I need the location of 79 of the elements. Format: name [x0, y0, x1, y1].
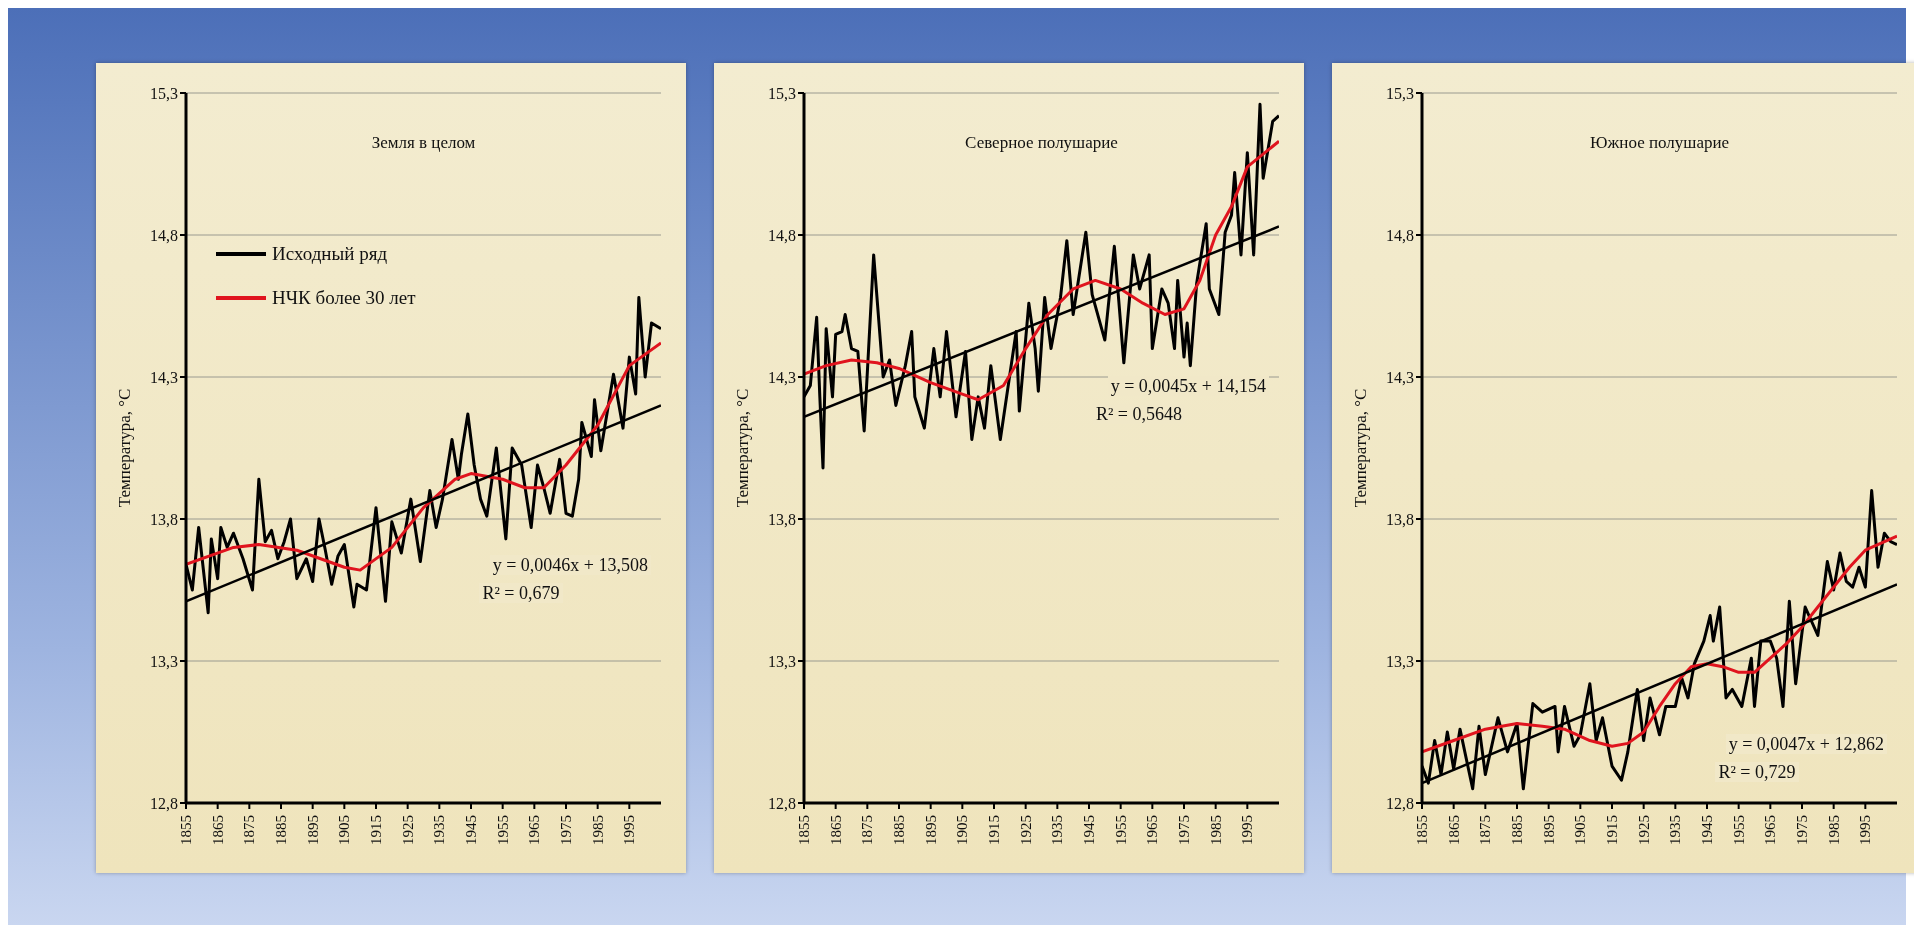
x-tick-label: 1985 [1825, 815, 1842, 845]
legend-label: Исходный ряд [272, 243, 388, 265]
annotation: R² = 0,729 [1715, 762, 1799, 783]
x-tick-label: 1875 [859, 815, 876, 845]
y-tick-label: 12,8 [150, 794, 178, 812]
x-tick-label: 1985 [589, 815, 606, 845]
x-tick-label: 1915 [986, 815, 1002, 845]
text: Земля в целом [370, 133, 477, 153]
x-tick-label: 1885 [1509, 815, 1525, 845]
x-tick-label: 1925 [1017, 815, 1034, 845]
x-tick-label: 1895 [304, 815, 321, 845]
y-axis-title: Температура, °С [115, 388, 135, 508]
y-tick-label: 14,8 [768, 226, 796, 244]
x-tick-label: 1975 [1794, 815, 1810, 845]
x-tick-label: 1945 [1081, 815, 1097, 845]
x-tick-label: 1895 [1540, 815, 1557, 845]
y-tick-label: 15,3 [768, 84, 796, 102]
x-tick-label: 1915 [368, 815, 384, 845]
x-tick-label: 1965 [1762, 815, 1779, 845]
x-tick-label: 1955 [1730, 815, 1747, 845]
x-tick-label: 1935 [1667, 815, 1684, 845]
text: Южное полушарие [1588, 133, 1731, 153]
y-tick-label: 13,8 [768, 510, 796, 528]
x-tick-label: 1855 [796, 815, 812, 845]
x-tick-label: 1945 [463, 815, 479, 845]
x-tick-label: 1905 [954, 815, 971, 845]
y-tick-label: 14,3 [768, 368, 796, 386]
x-tick-label: 1965 [526, 815, 543, 845]
x-tick-label: 1895 [922, 815, 939, 845]
x-tick-label: 1905 [1572, 815, 1589, 845]
y-tick-label: 13,3 [768, 652, 796, 670]
y-tick-label: 14,3 [150, 368, 178, 386]
x-tick-label: 1935 [431, 815, 448, 845]
x-tick-label: 1975 [1176, 815, 1192, 845]
x-tick-label: 1855 [178, 815, 194, 845]
x-tick-label: 1975 [558, 815, 574, 845]
x-tick-label: 1935 [1049, 815, 1066, 845]
y-tick-label: 12,8 [1386, 794, 1414, 812]
annotation: R² = 0,679 [479, 583, 563, 604]
line-series [1422, 534, 1897, 754]
text: Северное полушарие [964, 133, 1119, 153]
x-tick-label: 1885 [273, 815, 289, 845]
x-tick-label: 1875 [241, 815, 258, 845]
annotation: y = 0,0045x + 14,154 [1107, 376, 1269, 397]
y-axis-title: Температура, °С [1351, 388, 1371, 508]
x-tick-label: 1885 [891, 815, 907, 845]
x-tick-label: 1865 [827, 815, 844, 845]
x-tick-label: 1955 [494, 815, 511, 845]
y-tick-label: 13,8 [1386, 510, 1414, 528]
x-tick-label: 1925 [399, 815, 416, 845]
annotation: y = 0,0046x + 13,508 [489, 555, 651, 576]
annotation: y = 0,0047x + 12,862 [1725, 734, 1887, 755]
x-tick-label: 1865 [1445, 815, 1462, 845]
y-tick-label: 14,8 [150, 226, 178, 244]
x-tick-label: 1925 [1635, 815, 1652, 845]
line-series [804, 139, 1279, 402]
x-tick-label: 1905 [336, 815, 353, 845]
y-tick-label: 15,3 [150, 84, 178, 102]
x-tick-label: 1875 [1477, 815, 1494, 845]
y-tick-label: 12,8 [768, 794, 796, 812]
x-tick-label: 1995 [1239, 815, 1256, 845]
y-tick-label: 13,3 [150, 652, 178, 670]
y-tick-label: 14,3 [1386, 368, 1414, 386]
y-tick-label: 14,8 [1386, 226, 1414, 244]
x-tick-label: 1915 [1604, 815, 1620, 845]
annotation: R² = 0,5648 [1092, 404, 1186, 425]
y-axis-title: Температура, °С [733, 388, 753, 508]
x-tick-label: 1955 [1112, 815, 1129, 845]
x-tick-label: 1985 [1207, 815, 1224, 845]
x-tick-label: 1945 [1699, 815, 1715, 845]
y-tick-label: 15,3 [1386, 84, 1414, 102]
y-tick-label: 13,8 [150, 510, 178, 528]
x-tick-label: 1855 [1414, 815, 1430, 845]
x-tick-label: 1865 [209, 815, 226, 845]
x-tick-label: 1995 [621, 815, 638, 845]
x-tick-label: 1965 [1144, 815, 1161, 845]
legend-label: НЧК более 30 лет [272, 287, 416, 309]
y-tick-label: 13,3 [1386, 652, 1414, 670]
x-tick-label: 1995 [1857, 815, 1874, 845]
